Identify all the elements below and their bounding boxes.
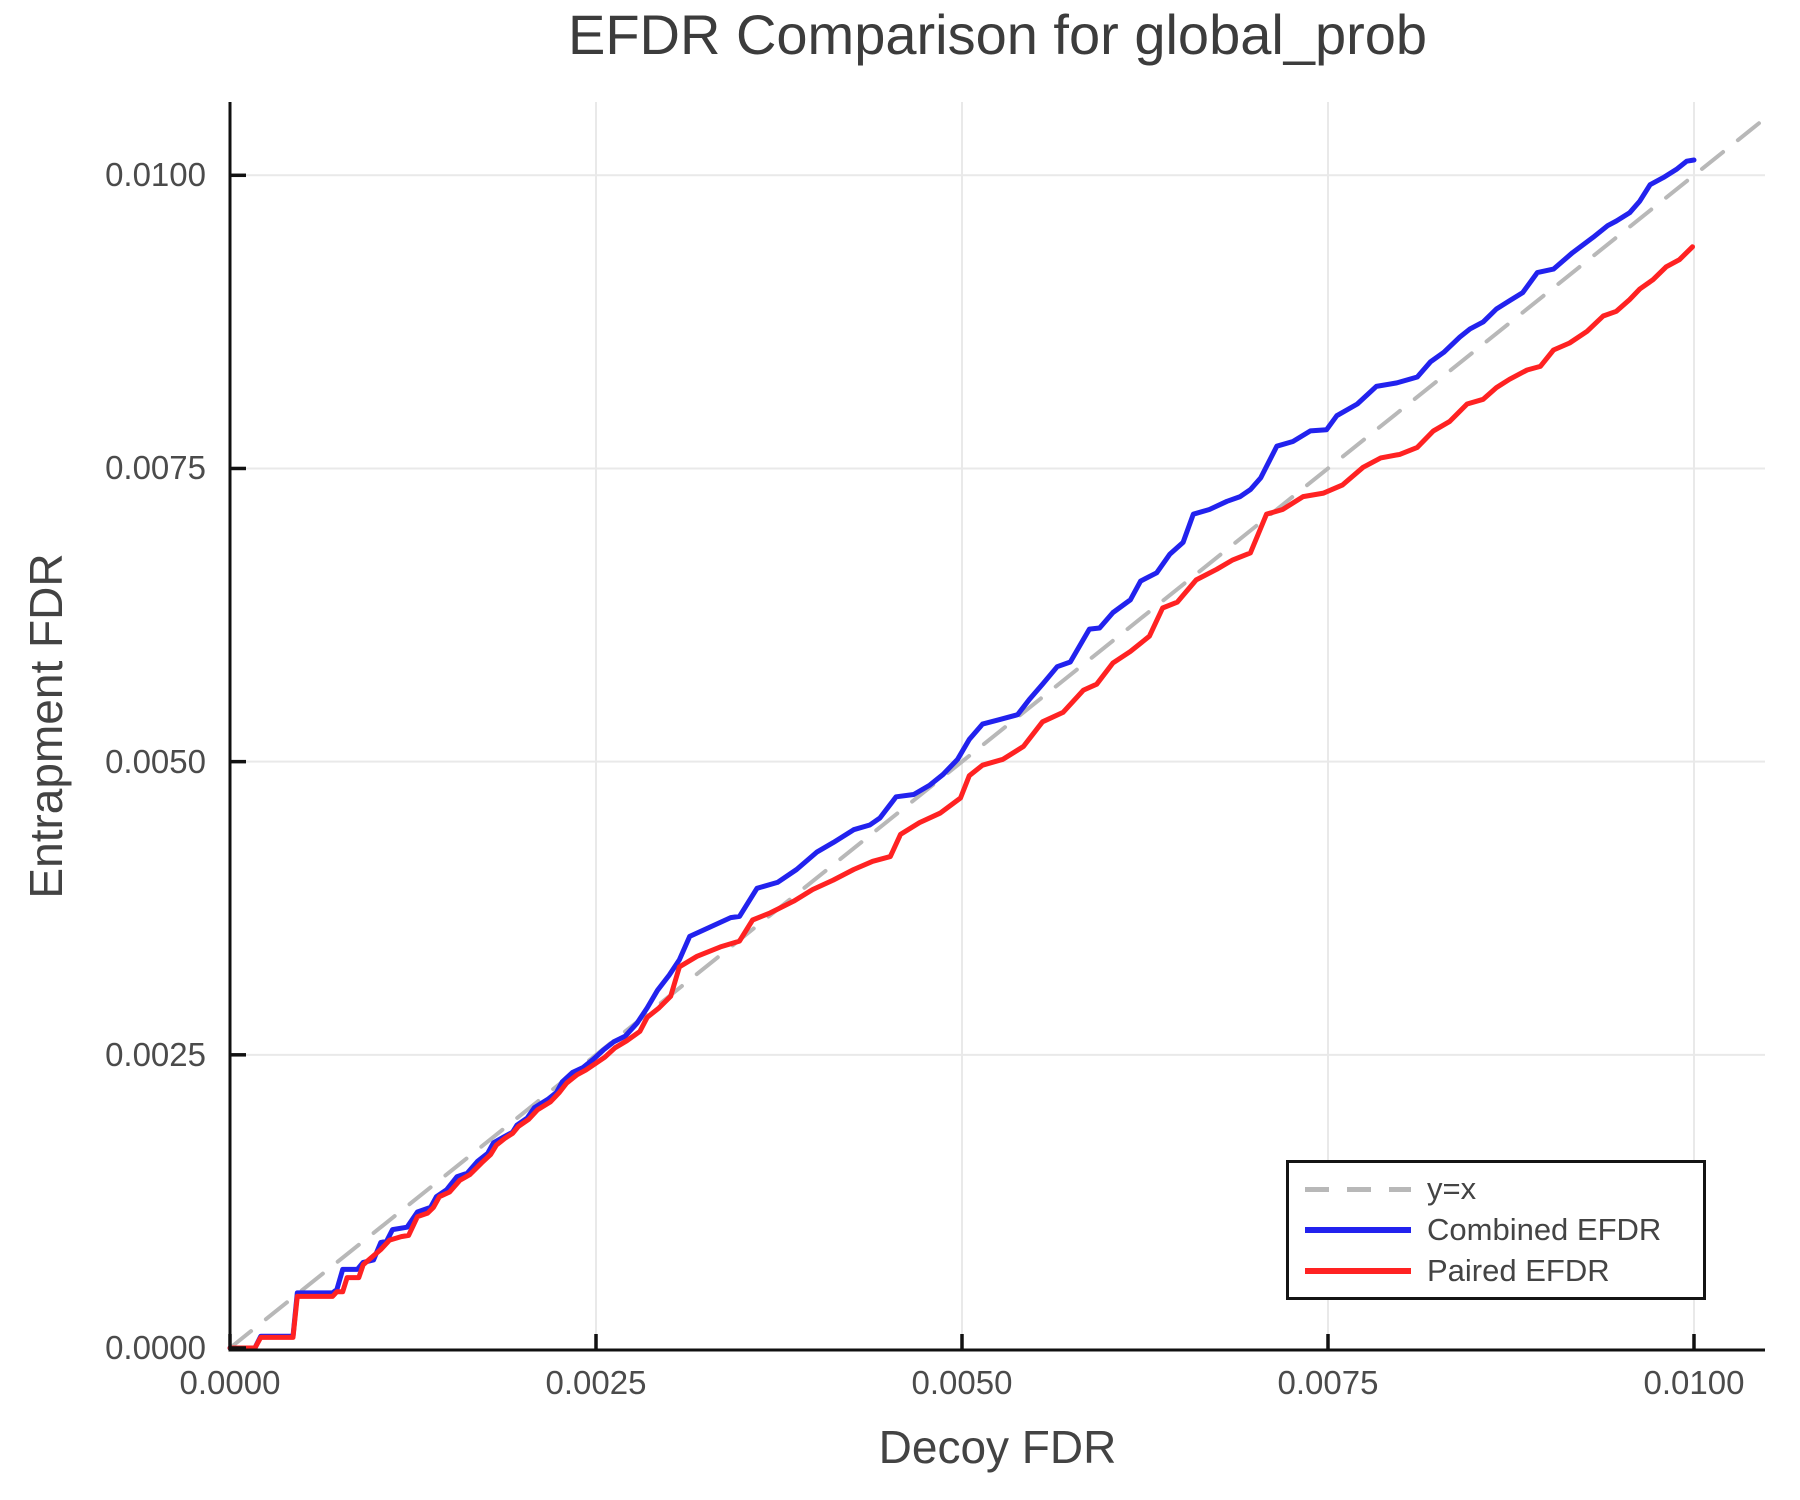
legend-red-line-sample: [1305, 1268, 1411, 1274]
x-tick-label: 0.0025: [545, 1364, 647, 1401]
x-tick-label: 0.0000: [179, 1364, 281, 1401]
legend-label: Combined EFDR: [1427, 1212, 1662, 1247]
y-axis-label: Entrapment FDR: [20, 553, 72, 899]
x-axis-label: Decoy FDR: [878, 1421, 1117, 1473]
chart-title: EFDR Comparison for global_prob: [567, 3, 1428, 66]
series-line-combined-efdr: [227, 157, 1697, 1351]
legend: y=x Combined EFDR Paired EFDR: [1286, 1160, 1706, 1300]
x-tick-label: 0.0050: [911, 1364, 1013, 1401]
x-tick-label: 0.0100: [1643, 1364, 1745, 1401]
y-tick-label: 0.0100: [105, 156, 206, 194]
y-tick-label: 0.0075: [105, 449, 206, 487]
legend-item-identity: y=x: [1305, 1170, 1703, 1208]
x-tick-label: 0.0075: [1277, 1364, 1379, 1401]
legend-item-combined-efdr: Combined EFDR: [1305, 1211, 1703, 1249]
legend-item-paired-efdr: Paired EFDR: [1305, 1252, 1703, 1290]
y-tick-label: 0.0050: [105, 742, 206, 780]
series-line-paired-efdr: [227, 244, 1695, 1351]
legend-label: Paired EFDR: [1427, 1253, 1610, 1288]
legend-label: y=x: [1427, 1171, 1477, 1206]
legend-blue-line-sample: [1305, 1227, 1411, 1233]
series-line-y-x: [228, 116, 1767, 1350]
y-tick-label: 0.0025: [105, 1035, 206, 1073]
y-tick-label: 0.0000: [105, 1329, 206, 1366]
legend-dashed-line-sample: [1305, 1186, 1411, 1192]
